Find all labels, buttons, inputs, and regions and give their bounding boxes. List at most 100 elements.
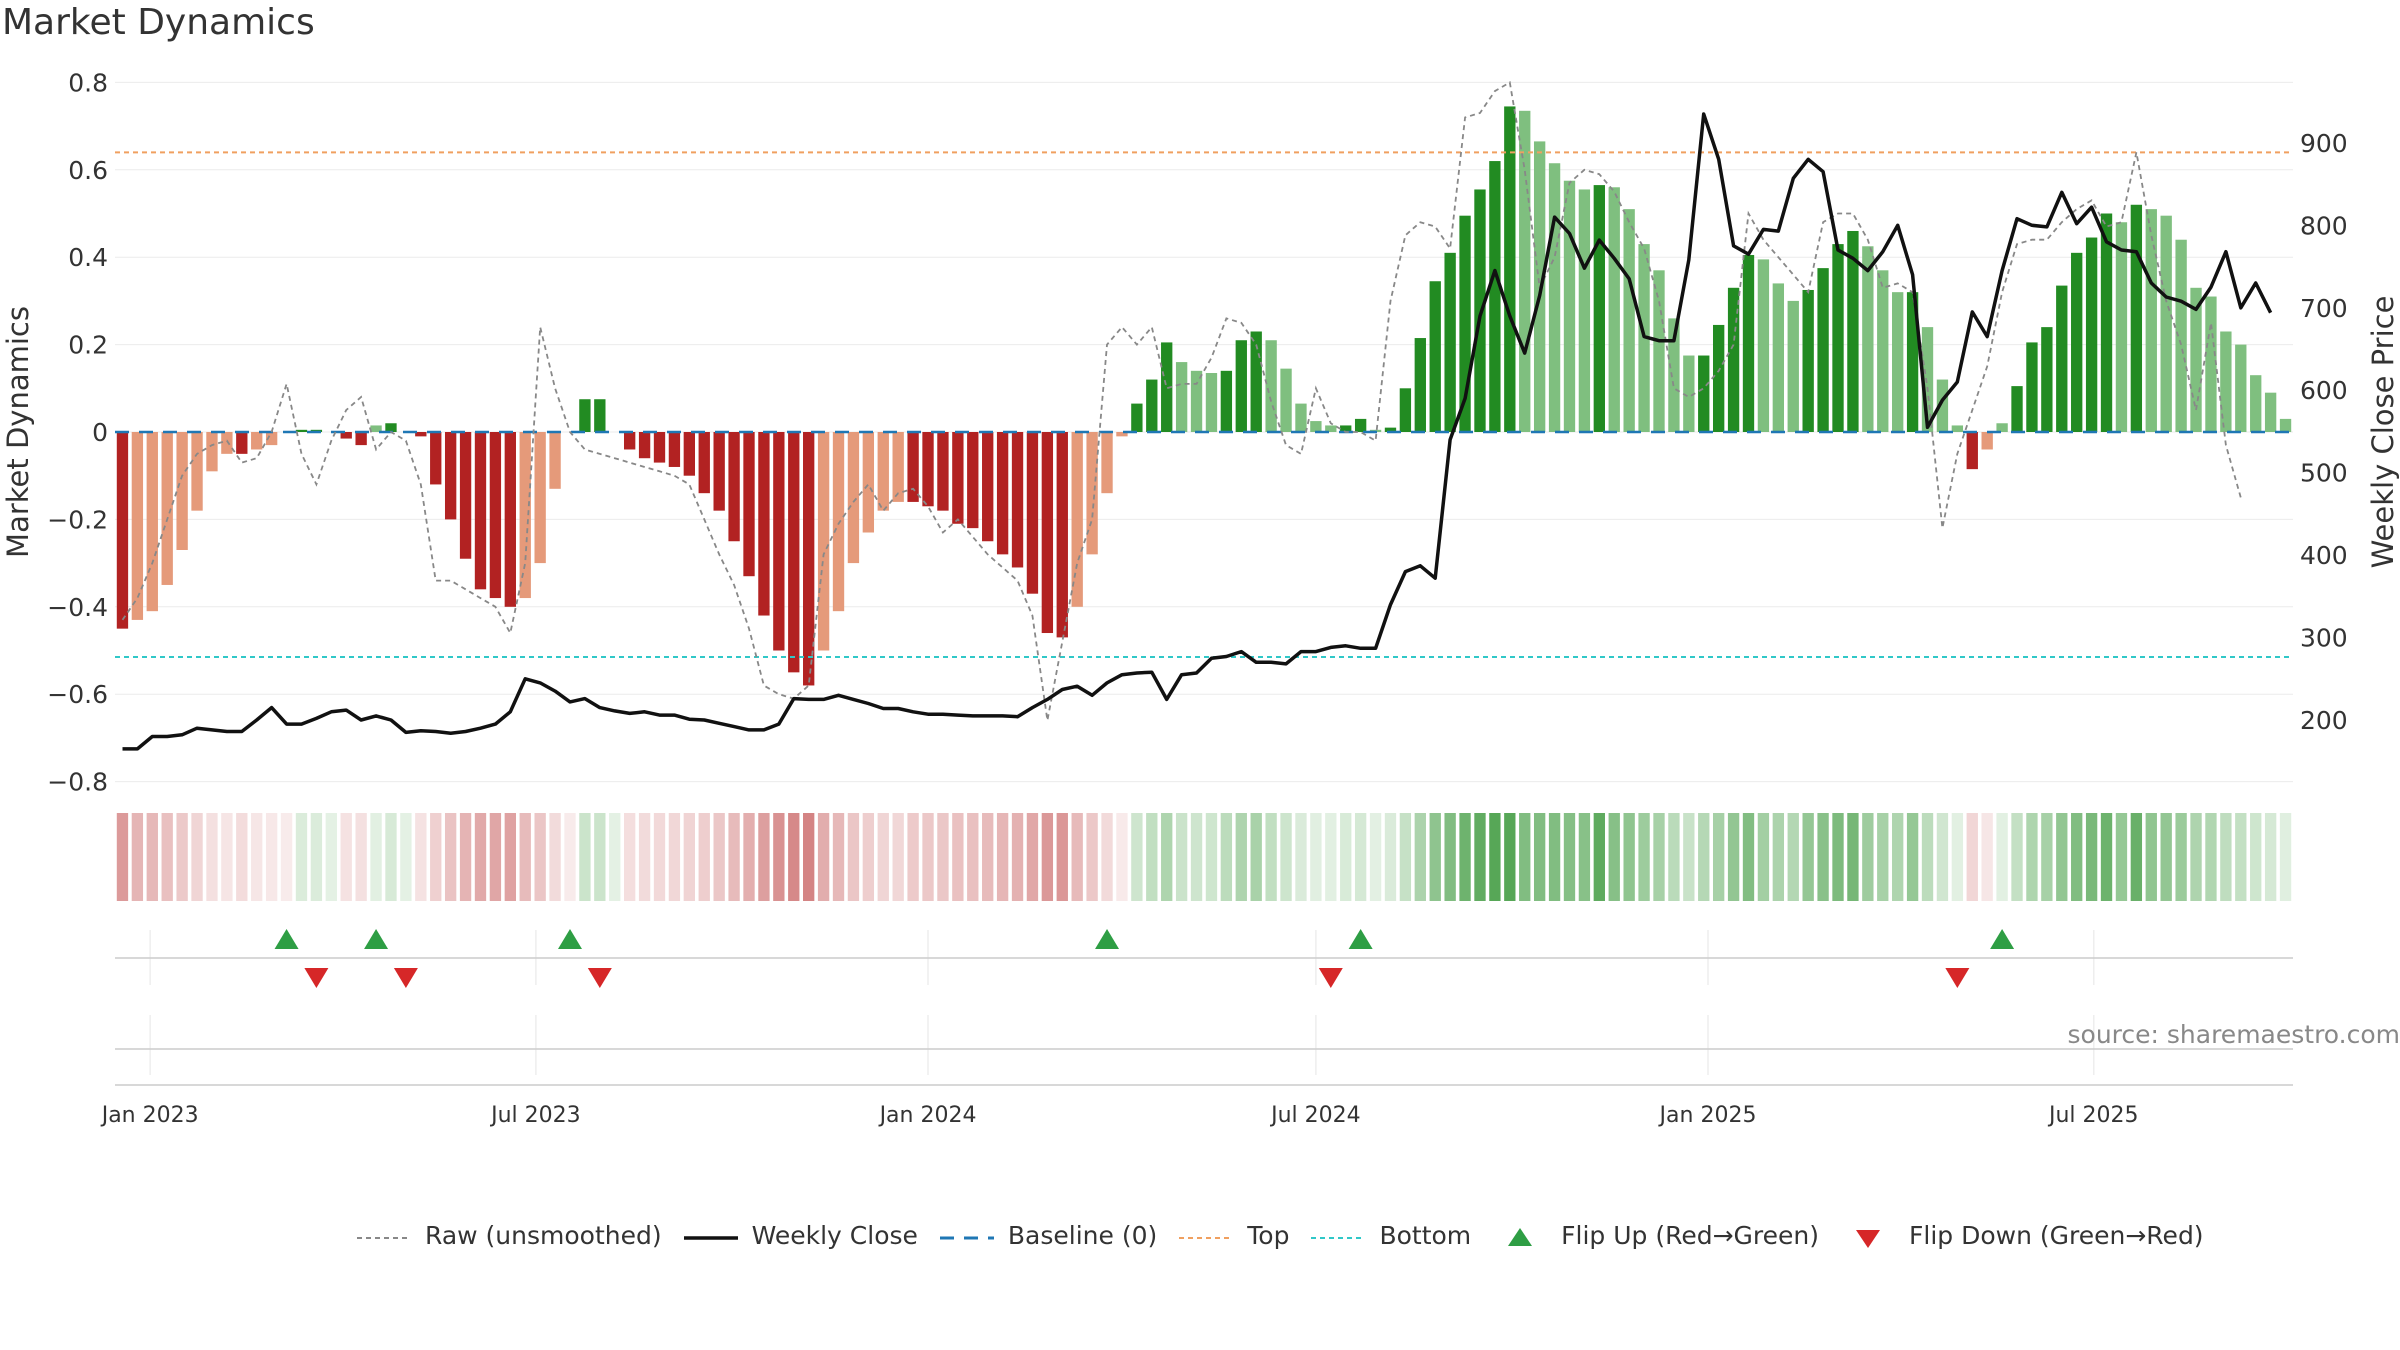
legend-symbol xyxy=(682,1225,740,1245)
bar xyxy=(1086,432,1098,555)
bar xyxy=(1146,379,1158,432)
bar xyxy=(1340,425,1352,432)
flip-up-marker xyxy=(274,929,299,949)
bar xyxy=(1399,388,1412,432)
bar xyxy=(340,432,352,439)
heat-cell xyxy=(2071,813,2083,901)
axes: 0.8 0.6 0.4 0.2 0 −0.2 −0.4 −0.6 −0.8 900 800 700 60… xyxy=(1,68,2400,1128)
heat-cell xyxy=(2190,813,2202,901)
flip-down-marker xyxy=(1318,968,1343,988)
heat-cell xyxy=(2041,813,2053,901)
heat-cell xyxy=(2056,813,2068,901)
bar xyxy=(430,432,442,485)
bar xyxy=(1235,340,1247,432)
bar xyxy=(370,425,382,432)
heat-cell xyxy=(1116,813,1128,901)
heat-cell xyxy=(1026,813,1039,901)
heat-cell xyxy=(982,813,994,901)
bar xyxy=(2160,215,2172,432)
heat-cell xyxy=(415,813,427,901)
bar xyxy=(1593,185,1605,432)
bar xyxy=(1131,403,1143,432)
bar xyxy=(1727,287,1740,432)
heat-cell xyxy=(728,813,740,901)
heat-cell xyxy=(847,813,860,901)
bar xyxy=(653,432,666,463)
heat-cell xyxy=(489,813,502,901)
legend-item: Raw (unsmoothed) xyxy=(355,1221,662,1250)
bar xyxy=(295,429,308,432)
heat-cell xyxy=(1832,813,1844,901)
legend-symbol xyxy=(938,1225,996,1245)
y-tick-label: −0.4 xyxy=(47,593,108,622)
bar xyxy=(2235,344,2247,432)
y-tick-label: 0.8 xyxy=(68,68,108,97)
heat-cell xyxy=(1384,813,1397,901)
legend-symbol xyxy=(1491,1225,1549,1246)
bar xyxy=(1026,432,1039,594)
heat-strip xyxy=(116,813,2292,901)
bar xyxy=(1966,432,1978,470)
bar xyxy=(832,432,845,612)
heat-cell xyxy=(817,813,830,901)
heat-cell xyxy=(504,813,516,901)
heat-cell xyxy=(1310,813,1322,901)
heat-cell xyxy=(2175,813,2187,901)
legend-item: Top xyxy=(1177,1221,1289,1250)
y2-tick-label: 400 xyxy=(2300,541,2348,570)
heat-cell xyxy=(967,813,979,901)
bar xyxy=(1698,355,1710,432)
bar xyxy=(698,432,710,494)
bar xyxy=(1563,180,1576,432)
legend-symbol xyxy=(1177,1225,1235,1245)
flip-down-marker xyxy=(587,968,612,988)
heat-cell xyxy=(758,813,770,901)
heat-cell xyxy=(862,813,875,901)
bar xyxy=(1489,161,1501,432)
market-dynamics-chart: 0.8 0.6 0.4 0.2 0 −0.2 −0.4 −0.6 −0.8 900 800 700 60… xyxy=(1,68,2400,1128)
bar xyxy=(937,432,949,511)
bar xyxy=(2011,386,2023,432)
heat-cell xyxy=(1742,813,1755,901)
bar xyxy=(758,432,770,616)
bar xyxy=(1548,163,1561,432)
flip-down-marker xyxy=(393,968,418,988)
heat-cell xyxy=(1593,813,1605,901)
bar xyxy=(2190,287,2202,432)
bar xyxy=(668,432,681,467)
y-tick-label: −0.8 xyxy=(47,768,108,797)
heat-cell xyxy=(564,813,576,901)
bar xyxy=(265,432,278,446)
legend-label: Baseline (0) xyxy=(1007,1220,1158,1250)
bar xyxy=(1101,432,1113,494)
heat-cell xyxy=(2145,813,2157,901)
heat-cell xyxy=(1802,813,1814,901)
heat-cell xyxy=(1772,813,1785,901)
bar xyxy=(549,432,561,489)
bar xyxy=(1683,355,1695,432)
heat-cell xyxy=(594,813,606,901)
heat-cell xyxy=(907,813,919,901)
heat-cell xyxy=(743,813,755,901)
bar xyxy=(444,432,457,520)
flip-up-marker xyxy=(364,929,389,949)
heat-cell xyxy=(937,813,949,901)
bar xyxy=(1668,318,1680,432)
y2-tick-label: 300 xyxy=(2300,624,2348,653)
heat-cell xyxy=(788,813,800,901)
heat-cell xyxy=(459,813,472,901)
heat-cell xyxy=(1504,813,1516,901)
bar xyxy=(892,432,904,502)
heat-cell xyxy=(2220,813,2232,901)
heat-cell xyxy=(1563,813,1576,901)
heat-cell xyxy=(698,813,710,901)
heat-cell xyxy=(653,813,666,901)
bar xyxy=(1862,246,1874,432)
bar xyxy=(385,423,397,432)
heat-cell xyxy=(1996,813,2008,901)
heat-cell xyxy=(1071,813,1083,901)
bar xyxy=(1578,189,1591,432)
legend-label: Flip Up (Red→Green) xyxy=(1561,1220,1820,1250)
bar xyxy=(1608,187,1620,432)
bar xyxy=(534,432,546,564)
